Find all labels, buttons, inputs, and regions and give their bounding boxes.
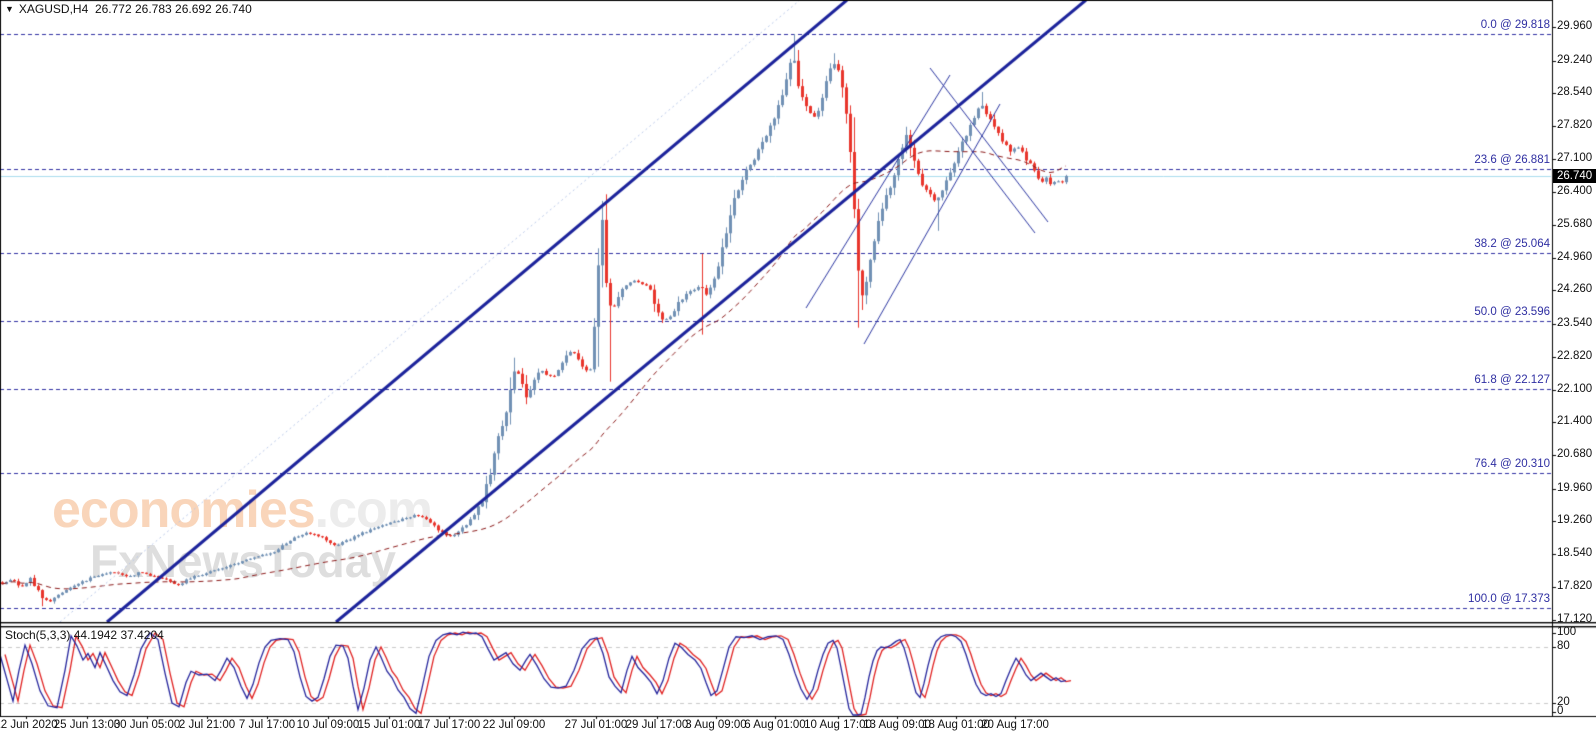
- stochastic-main-value: 44.1942: [73, 628, 118, 642]
- stochastic-signal-value: 37.4204: [120, 628, 164, 642]
- price-axis-label: 29.240: [1557, 53, 1593, 66]
- current-price-badge: 26.740: [1553, 169, 1596, 183]
- price-axis-label: 22.820: [1557, 349, 1593, 362]
- price-axis-label: 17.820: [1557, 580, 1593, 593]
- fibonacci-level-label: 38.2 @ 25.064: [1474, 238, 1550, 251]
- price-axis-label: 19.260: [1557, 513, 1593, 526]
- price-axis-label: 18.540: [1557, 547, 1593, 560]
- fibonacci-level-label: 76.4 @ 20.310: [1474, 457, 1550, 470]
- price-axis-label: 27.820: [1557, 119, 1593, 132]
- date-axis-label: 7 Jul 17:00: [238, 719, 296, 731]
- price-axis-label: 28.540: [1557, 85, 1593, 98]
- price-axis-label: 24.260: [1557, 283, 1593, 296]
- date-axis-label: 3 Aug 09:00: [685, 719, 747, 731]
- date-axis-label: 17 Jul 17:00: [417, 719, 481, 731]
- fibonacci-level-label: 23.6 @ 26.881: [1474, 154, 1550, 167]
- title-spacer: [88, 2, 95, 16]
- date-axis-label: 25 Jun 13:00: [53, 719, 121, 731]
- symbol-dropdown-icon[interactable]: ▼: [5, 4, 14, 14]
- date-axis-label: 29 Jul 17:00: [625, 719, 689, 731]
- date-axis-label: 18 Aug 01:00: [922, 719, 990, 731]
- fibonacci-level-label: 100.0 @ 17.373: [1467, 592, 1550, 605]
- price-axis-label: 21.400: [1557, 415, 1593, 428]
- date-axis-label: 22 Jun 2020: [0, 719, 58, 731]
- price-axis-label: 23.540: [1557, 316, 1593, 329]
- date-axis-label: 22 Jul 09:00: [482, 719, 546, 731]
- price-axis-label: 17.120: [1557, 612, 1593, 625]
- date-axis-label: 10 Jul 09:00: [296, 719, 360, 731]
- fibonacci-level-label: 0.0 @ 29.818: [1480, 19, 1550, 31]
- date-axis-label: 15 Jul 01:00: [357, 719, 421, 731]
- date-axis-label: 6 Aug 01:00: [744, 719, 806, 731]
- stochastic-name: Stoch(5,3,3): [5, 628, 71, 642]
- price-axis-label: 20.680: [1557, 448, 1593, 461]
- date-axis-label: 13 Aug 09:00: [863, 719, 931, 731]
- stochastic-scale-label: 0: [1557, 705, 1564, 717]
- price-axis-label: 24.960: [1557, 251, 1593, 264]
- price-axis-label: 26.400: [1557, 184, 1593, 197]
- price-axis-label: 25.680: [1557, 217, 1593, 230]
- price-axis-label: 27.100: [1557, 152, 1593, 165]
- symbol-timeframe-label: XAGUSD,H4: [18, 2, 89, 16]
- price-axis-label: 29.960: [1557, 20, 1593, 33]
- chart-title: ▼ XAGUSD,H4 26.772 26.783 26.692 26.740: [5, 2, 252, 16]
- price-axis-label: 22.100: [1557, 382, 1593, 395]
- stochastic-scale-label: 80: [1557, 640, 1570, 652]
- date-axis-label: 30 Jun 05:00: [113, 719, 181, 731]
- stochastic-scale-label: 20: [1557, 696, 1570, 708]
- stochastic-scale-label: 100: [1557, 626, 1577, 638]
- ohlc-values: 26.772 26.783 26.692 26.740: [94, 2, 252, 16]
- date-axis-label: 2 Jul 21:00: [178, 719, 236, 731]
- stochastic-label: Stoch(5,3,3) 44.1942 37.4204: [5, 628, 164, 642]
- price-axis-label: 19.960: [1557, 481, 1593, 494]
- date-axis-label: 27 Jul 01:00: [564, 719, 628, 731]
- date-axis-label: 10 Aug 17:00: [804, 719, 872, 731]
- fibonacci-level-label: 61.8 @ 22.127: [1474, 373, 1550, 386]
- date-axis-label: 20 Aug 17:00: [981, 719, 1049, 731]
- fibonacci-level-label: 50.0 @ 23.596: [1474, 305, 1550, 318]
